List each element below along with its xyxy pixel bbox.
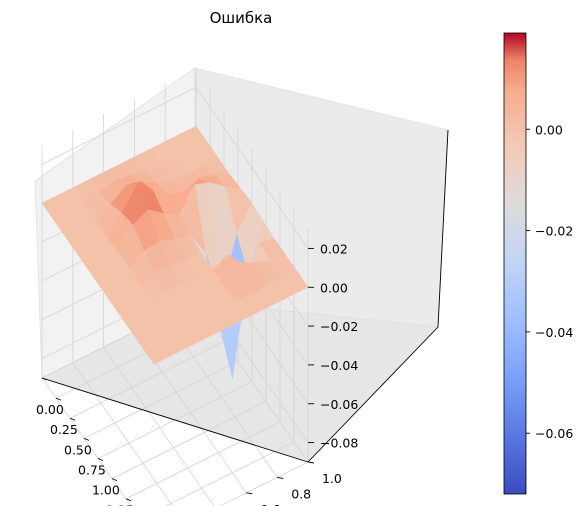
z-tick-label: −0.08 [320,436,358,451]
x-axis-ticks: 0.000.250.500.751.001.251.501.752.00 [36,377,134,506]
x-tick-label: 0.25 [50,422,78,437]
colorbar-tick-label: −0.02 [535,224,573,239]
z-tick-label: 0.02 [320,241,348,256]
y-tick-label: 1.0 [322,471,342,486]
colorbar-gradient [503,32,527,495]
x-tick-label: 0.50 [64,442,92,457]
y-tick-label: 0.8 [291,486,311,501]
x-tick-label: 1.25 [106,503,134,506]
z-tick-label: −0.06 [320,397,358,412]
z-tick-label: 0.00 [320,280,348,295]
chart-title: Ошибка [210,9,273,27]
y-axis-ticks: 0.00.20.40.60.81.0 [246,461,342,506]
x-tick-label: 0.75 [78,462,106,477]
z-tick-label: −0.04 [320,358,358,373]
axes-3d: 0.000.250.500.751.001.251.501.752.00 0.0… [34,67,449,506]
z-tick-label: −0.02 [320,319,358,334]
colorbar: 0.00 −0.02 −0.04 −0.06 [503,32,573,495]
colorbar-tick-label: −0.04 [535,325,573,340]
colorbar-ticks: 0.00 −0.02 −0.04 −0.06 [526,122,573,441]
surface-patch [142,340,170,365]
colorbar-tick-label: 0.00 [535,122,563,137]
axis-lines [41,129,449,463]
x-tick-label: 1.00 [92,483,120,498]
error-surface [41,126,309,379]
x-tick-label: 0.00 [36,402,64,417]
y-tick-label: 0.6 [260,502,280,506]
z-axis-ticks: 0.02 0.00 −0.02 −0.04 −0.06 −0.08 [308,241,358,451]
colorbar-tick-label: −0.06 [535,426,573,441]
